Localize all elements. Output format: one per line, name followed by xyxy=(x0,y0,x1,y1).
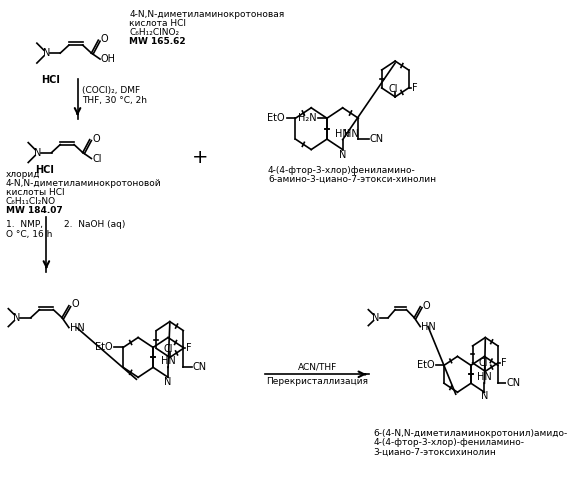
Text: HCl: HCl xyxy=(35,166,54,175)
Text: (COCl)₂, DMF: (COCl)₂, DMF xyxy=(82,86,140,96)
Text: HN: HN xyxy=(161,356,175,366)
Text: N: N xyxy=(339,150,346,160)
Text: ACN/THF: ACN/THF xyxy=(298,363,337,372)
Text: O °C, 16 h: O °C, 16 h xyxy=(6,230,52,238)
Text: CN: CN xyxy=(370,134,384,144)
Text: HCl: HCl xyxy=(41,75,60,85)
Text: 3-циано-7-этоксихинолин: 3-циано-7-этоксихинолин xyxy=(374,448,496,456)
Text: CN: CN xyxy=(192,362,207,372)
Text: Cl: Cl xyxy=(389,84,398,94)
Text: EtO: EtO xyxy=(417,360,434,370)
Text: N: N xyxy=(43,48,50,58)
Text: OH: OH xyxy=(101,54,116,64)
Text: N: N xyxy=(481,391,488,401)
Text: N: N xyxy=(164,378,172,388)
Text: HN: HN xyxy=(335,128,350,138)
Text: C₆H₁₁Cl₂NO: C₆H₁₁Cl₂NO xyxy=(6,197,56,206)
Text: MW 165.62: MW 165.62 xyxy=(129,36,186,46)
Text: THF, 30 °C, 2h: THF, 30 °C, 2h xyxy=(82,96,147,106)
Text: F: F xyxy=(186,344,191,353)
Text: 2.  NaOH (aq): 2. NaOH (aq) xyxy=(64,220,125,228)
Text: EtO: EtO xyxy=(95,342,113,352)
Text: Cl: Cl xyxy=(92,154,102,164)
Text: O: O xyxy=(101,34,108,44)
Text: MW 184.07: MW 184.07 xyxy=(6,206,62,214)
Text: HN: HN xyxy=(477,372,492,382)
Text: C₆H₁₂ClNO₂: C₆H₁₂ClNO₂ xyxy=(129,28,180,36)
Text: HN: HN xyxy=(421,322,436,332)
Text: +: + xyxy=(192,148,209,167)
Text: N: N xyxy=(13,312,20,322)
Text: 4-N,N-диметиламинокротоновая: 4-N,N-диметиламинокротоновая xyxy=(129,10,285,19)
Text: CN: CN xyxy=(507,378,521,388)
Text: N: N xyxy=(34,148,41,158)
Text: кислота HCl: кислота HCl xyxy=(129,19,187,28)
Text: HN: HN xyxy=(345,128,359,138)
Text: EtO: EtO xyxy=(268,113,285,123)
Text: 6-(4-N,N-диметиламинокротонил)амидо-: 6-(4-N,N-диметиламинокротонил)амидо- xyxy=(374,430,568,438)
Text: 4-(4-фтор-3-хлор)-фениламино-: 4-(4-фтор-3-хлор)-фениламино- xyxy=(374,438,525,448)
Text: O: O xyxy=(423,300,430,310)
Text: Cl: Cl xyxy=(479,358,489,368)
Text: кислоты HCl: кислоты HCl xyxy=(6,188,64,197)
Text: 1.  NMP,: 1. NMP, xyxy=(6,220,43,228)
Text: O: O xyxy=(72,298,79,308)
Text: N: N xyxy=(373,312,380,322)
Text: F: F xyxy=(412,83,418,93)
Text: 6-амино-3-циано-7-этокси-хинолин: 6-амино-3-циано-7-этокси-хинолин xyxy=(268,175,436,184)
Text: HN: HN xyxy=(70,322,85,332)
Text: H₂N: H₂N xyxy=(298,113,317,123)
Text: 4-(4-фтор-3-хлор)фениламино-: 4-(4-фтор-3-хлор)фениламино- xyxy=(268,166,416,175)
Text: Перекристаллизация: Перекристаллизация xyxy=(266,377,368,386)
Text: хлорид: хлорид xyxy=(6,170,40,179)
Text: Cl: Cl xyxy=(163,344,173,354)
Text: F: F xyxy=(501,358,506,368)
Text: 4-N,N-диметиламинокротоновой: 4-N,N-диметиламинокротоновой xyxy=(6,179,161,188)
Text: O: O xyxy=(92,134,100,143)
